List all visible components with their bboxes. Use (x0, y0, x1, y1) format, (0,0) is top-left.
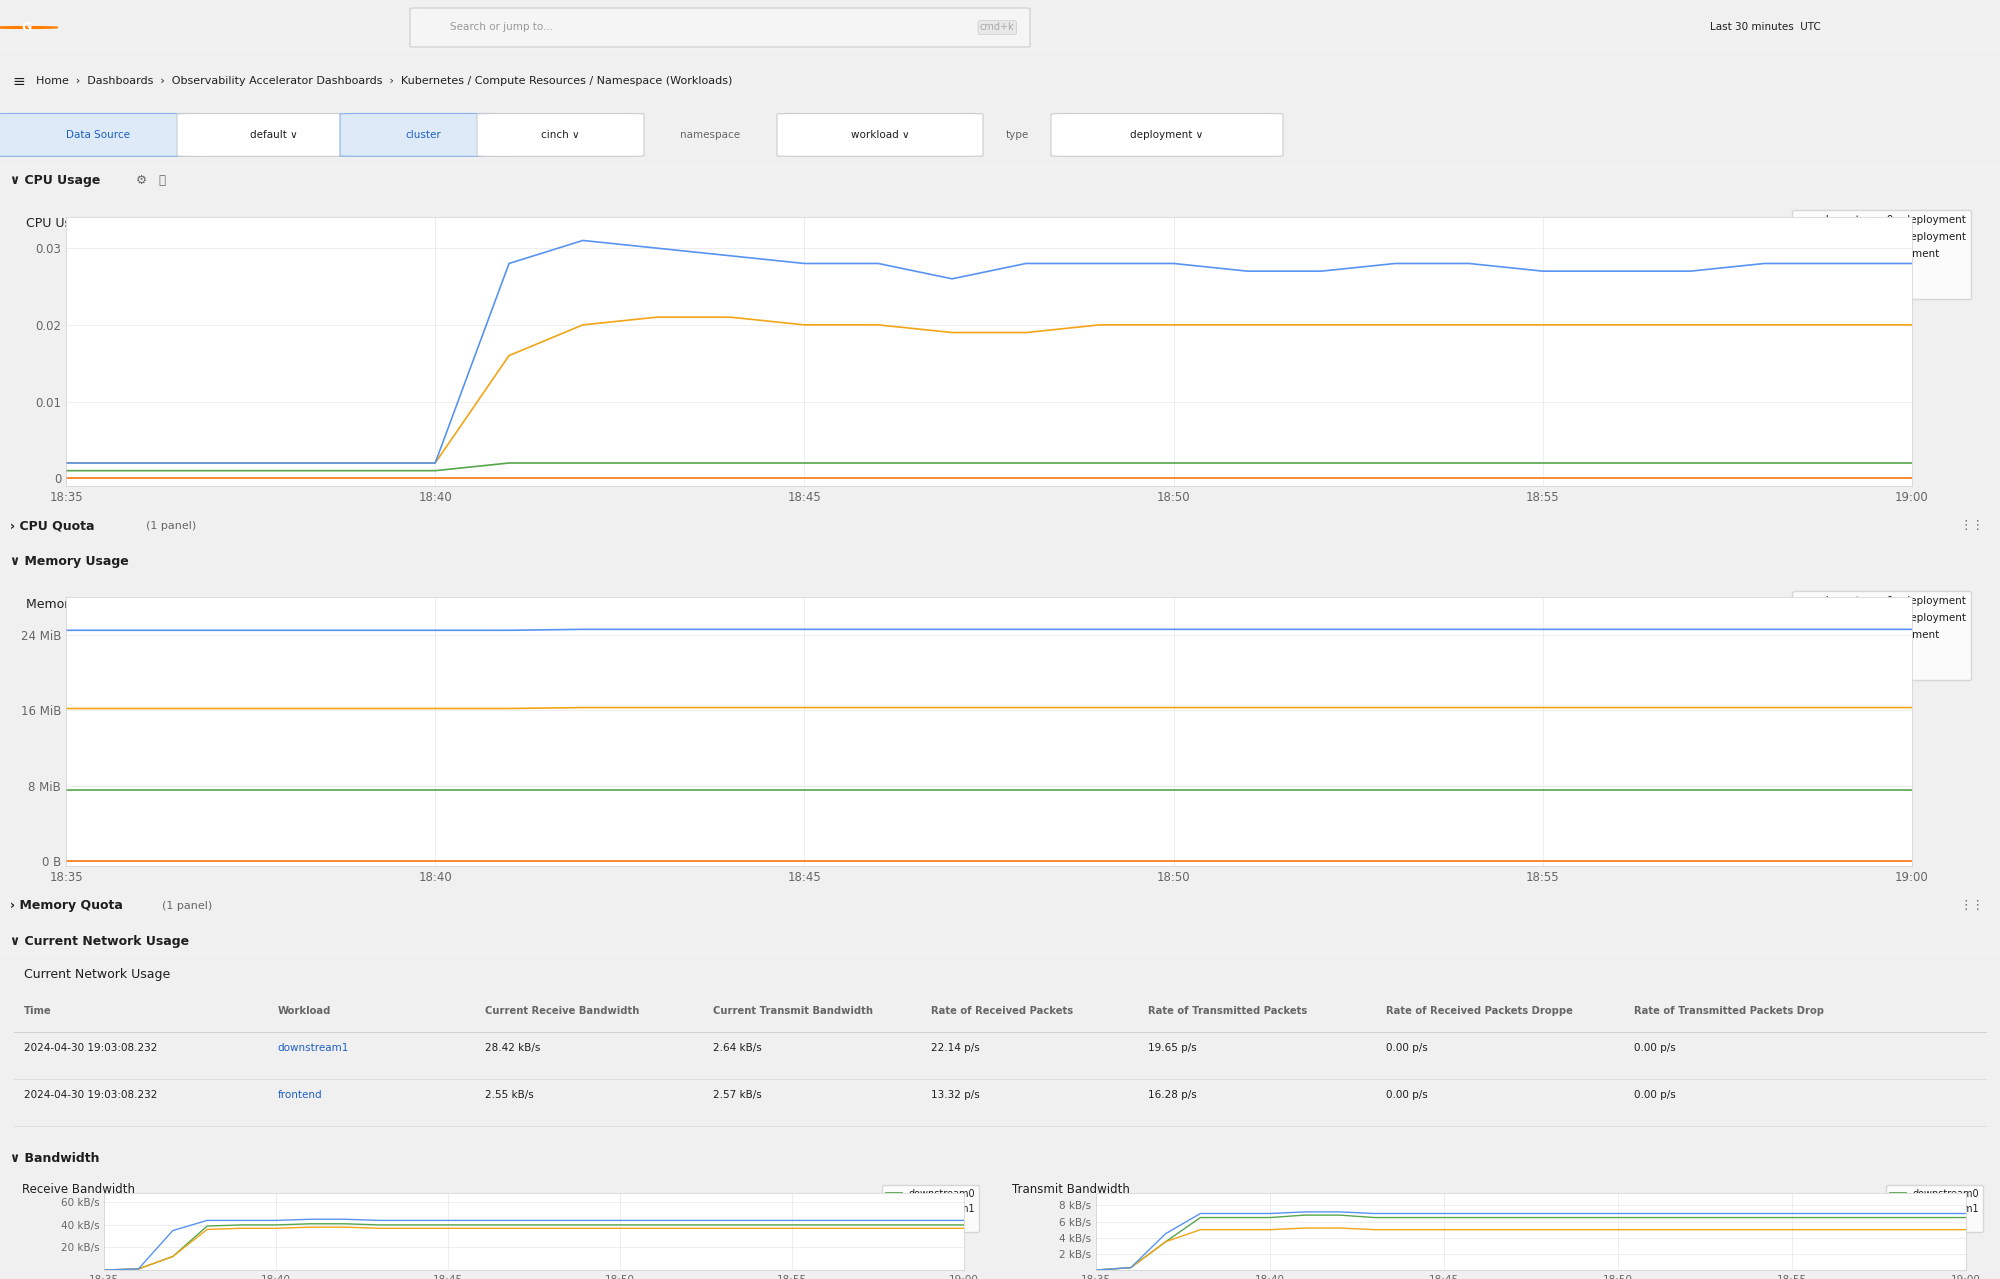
Text: Rate of Transmitted Packets Drop: Rate of Transmitted Packets Drop (1634, 1007, 1824, 1017)
Legend: downstream0, downstream1, frontend: downstream0, downstream1, frontend (1886, 1184, 1984, 1232)
Text: Rate of Transmitted Packets: Rate of Transmitted Packets (1148, 1007, 1308, 1017)
Text: G: G (20, 20, 32, 35)
Text: 2024-04-30 19:03:08.232: 2024-04-30 19:03:08.232 (24, 1090, 158, 1100)
Legend: downstream0, downstream1, frontend: downstream0, downstream1, frontend (882, 1184, 980, 1232)
Text: 2.64 kB/s: 2.64 kB/s (712, 1042, 762, 1053)
Text: ∨ Current Network Usage: ∨ Current Network Usage (10, 935, 190, 948)
Text: 0.00 p/s: 0.00 p/s (1386, 1090, 1428, 1100)
Text: Current Transmit Bandwidth: Current Transmit Bandwidth (712, 1007, 872, 1017)
Text: 28.42 kB/s: 28.42 kB/s (486, 1042, 540, 1053)
Text: cinch ∨: cinch ∨ (542, 130, 580, 139)
Legend: downstream0 - deployment, downstream1 - deployment, frontend - deployment, quota: downstream0 - deployment, downstream1 - … (1792, 210, 1970, 299)
Text: ∨ CPU Usage: ∨ CPU Usage (10, 174, 100, 187)
FancyBboxPatch shape (178, 114, 370, 156)
Text: Current Receive Bandwidth: Current Receive Bandwidth (486, 1007, 640, 1017)
Text: 19.65 p/s: 19.65 p/s (1148, 1042, 1198, 1053)
Text: ⋮⋮: ⋮⋮ (1960, 899, 1984, 912)
Text: 0.00 p/s: 0.00 p/s (1386, 1042, 1428, 1053)
Text: Workload: Workload (278, 1007, 330, 1017)
FancyBboxPatch shape (478, 114, 644, 156)
Text: 13.32 p/s: 13.32 p/s (930, 1090, 980, 1100)
Text: namespace: namespace (680, 130, 740, 139)
Text: 🗑: 🗑 (158, 174, 164, 187)
FancyBboxPatch shape (340, 114, 508, 156)
Text: 2.55 kB/s: 2.55 kB/s (486, 1090, 534, 1100)
FancyBboxPatch shape (410, 8, 1030, 47)
Text: Home  ›  Dashboards  ›  Observability Accelerator Dashboards  ›  Kubernetes / Co: Home › Dashboards › Observability Accele… (36, 77, 732, 86)
Text: cmd+k: cmd+k (980, 23, 1014, 32)
Text: downstream1: downstream1 (278, 1042, 348, 1053)
Text: 2.57 kB/s: 2.57 kB/s (712, 1090, 762, 1100)
FancyBboxPatch shape (776, 114, 984, 156)
Text: CPU Usage: CPU Usage (26, 216, 94, 230)
Circle shape (0, 27, 58, 28)
Text: 0.00 p/s: 0.00 p/s (1634, 1042, 1676, 1053)
Text: (1 panel): (1 panel) (146, 521, 196, 531)
Text: 16.28 p/s: 16.28 p/s (1148, 1090, 1198, 1100)
Text: Memory Usage: Memory Usage (26, 597, 120, 610)
Text: (1 panel): (1 panel) (162, 900, 212, 911)
Text: Transmit Bandwidth: Transmit Bandwidth (1012, 1183, 1130, 1196)
Text: Receive Bandwidth: Receive Bandwidth (22, 1183, 134, 1196)
Text: › CPU Quota: › CPU Quota (10, 519, 94, 532)
Text: Search or jump to...: Search or jump to... (450, 23, 554, 32)
Text: ∨ Bandwidth: ∨ Bandwidth (10, 1152, 100, 1165)
Text: ≡: ≡ (12, 74, 24, 88)
Legend: downstream0 - deployment, downstream1 - deployment, frontend - deployment, quota: downstream0 - deployment, downstream1 - … (1792, 591, 1970, 680)
Text: cluster: cluster (406, 130, 442, 139)
Text: 22.14 p/s: 22.14 p/s (930, 1042, 980, 1053)
Text: deployment ∨: deployment ∨ (1130, 130, 1204, 139)
Text: › Memory Quota: › Memory Quota (10, 899, 122, 912)
Text: ⋮⋮: ⋮⋮ (1960, 519, 1984, 532)
FancyBboxPatch shape (0, 114, 208, 156)
Text: Rate of Received Packets: Rate of Received Packets (930, 1007, 1072, 1017)
Text: ⚙: ⚙ (136, 174, 148, 187)
Text: Last 30 minutes  UTC: Last 30 minutes UTC (1710, 23, 1820, 32)
Text: default ∨: default ∨ (250, 130, 298, 139)
Text: Rate of Received Packets Droppe: Rate of Received Packets Droppe (1386, 1007, 1572, 1017)
Text: type: type (1006, 130, 1028, 139)
Text: Data Source: Data Source (66, 130, 130, 139)
Text: 0.00 p/s: 0.00 p/s (1634, 1090, 1676, 1100)
Text: Time: Time (24, 1007, 52, 1017)
Text: Current Network Usage: Current Network Usage (24, 968, 170, 981)
Text: frontend: frontend (278, 1090, 322, 1100)
Text: 2024-04-30 19:03:08.232: 2024-04-30 19:03:08.232 (24, 1042, 158, 1053)
FancyBboxPatch shape (1052, 114, 1284, 156)
Text: workload ∨: workload ∨ (850, 130, 910, 139)
Text: ∨ Memory Usage: ∨ Memory Usage (10, 555, 128, 568)
